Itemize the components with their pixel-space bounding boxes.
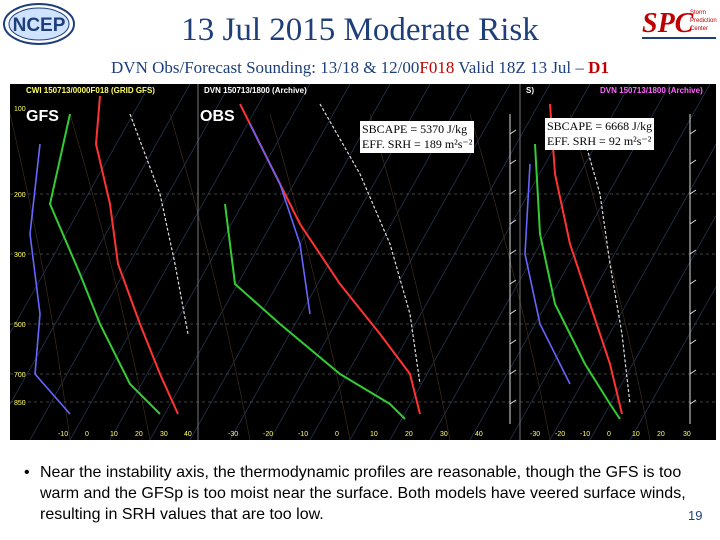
- spc-logo: SPC Storm Prediction Center: [640, 2, 718, 46]
- temp-tick: 10: [370, 431, 378, 438]
- temp-tick: 20: [657, 431, 665, 438]
- model-stats-box: SBCAPE = 6668 J/kg EFF. SRH = 92 m²s⁻²: [545, 118, 655, 150]
- pressure-label: 100: [14, 106, 26, 113]
- bullet-list: • Near the instability axis, the thermod…: [24, 462, 694, 525]
- obs-srh: EFF. SRH = 189 m²s⁻²: [362, 137, 473, 151]
- temp-tick: -20: [263, 431, 273, 438]
- temp-tick: 30: [683, 431, 691, 438]
- temp-tick: 0: [607, 431, 611, 438]
- pressure-label: 700: [14, 372, 26, 379]
- svg-text:NCEP: NCEP: [13, 15, 66, 36]
- obs-stats-box: SBCAPE = 5370 J/kg EFF. SRH = 189 m²s⁻²: [360, 121, 475, 153]
- subtitle-middle: Valid 18Z 13 Jul –: [454, 58, 589, 77]
- temp-tick: -30: [530, 431, 540, 438]
- temp-tick: -10: [580, 431, 590, 438]
- temp-tick: 30: [160, 431, 168, 438]
- temp-tick: -30: [228, 431, 238, 438]
- model-srh: EFF. SRH = 92 m²s⁻²: [547, 134, 652, 148]
- temp-tick: 30: [440, 431, 448, 438]
- temp-tick: 0: [85, 431, 89, 438]
- ncep-logo: NCEP: [2, 2, 76, 46]
- partial-header: S): [526, 86, 534, 95]
- temp-tick: 20: [135, 431, 143, 438]
- svg-text:Center: Center: [690, 26, 708, 32]
- gfs-label: GFS: [26, 108, 59, 125]
- obs-header: DVN 150713/1800 (Archive): [204, 86, 307, 95]
- model-header: DVN 150713/1800 (Archive): [600, 86, 703, 95]
- temp-tick: 40: [475, 431, 483, 438]
- svg-text:Storm: Storm: [690, 10, 706, 16]
- sounding-image: 100 200 300 500 700 850 -10 0 10 20 30 4…: [0, 83, 720, 441]
- pressure-label: 500: [14, 322, 26, 329]
- svg-text:Prediction: Prediction: [690, 18, 717, 24]
- slide-subtitle: DVN Obs/Forecast Sounding: 13/18 & 12/00…: [0, 58, 720, 78]
- temp-tick: 10: [632, 431, 640, 438]
- temp-tick: -10: [58, 431, 68, 438]
- temp-tick: 0: [335, 431, 339, 438]
- temp-tick: 10: [110, 431, 118, 438]
- pressure-label: 850: [14, 400, 26, 407]
- model-cape: SBCAPE = 6668 J/kg: [547, 119, 653, 133]
- obs-cape: SBCAPE = 5370 J/kg: [362, 122, 468, 136]
- obs-label: OBS: [200, 108, 235, 125]
- forecast-hour: F018: [419, 58, 455, 77]
- temp-tick: -20: [555, 431, 565, 438]
- pressure-label: 200: [14, 192, 26, 199]
- page-number: 19: [688, 508, 703, 523]
- temp-tick: -10: [298, 431, 308, 438]
- subtitle-prefix: DVN Obs/Forecast Sounding: 13/18 & 12/00: [111, 58, 420, 77]
- bullet-item: Near the instability axis, the thermodyn…: [40, 464, 686, 523]
- gfs-header: CWI 150713/0000F018 (GRID GFS): [26, 86, 155, 95]
- pressure-label: 300: [14, 252, 26, 259]
- bullet-marker: •: [24, 464, 30, 481]
- temp-tick: 20: [405, 431, 413, 438]
- slide-title: 13 Jul 2015 Moderate Risk: [181, 12, 539, 48]
- svg-text:SPC: SPC: [642, 8, 694, 39]
- day-label: D1: [588, 58, 609, 77]
- temp-tick: 40: [184, 431, 192, 438]
